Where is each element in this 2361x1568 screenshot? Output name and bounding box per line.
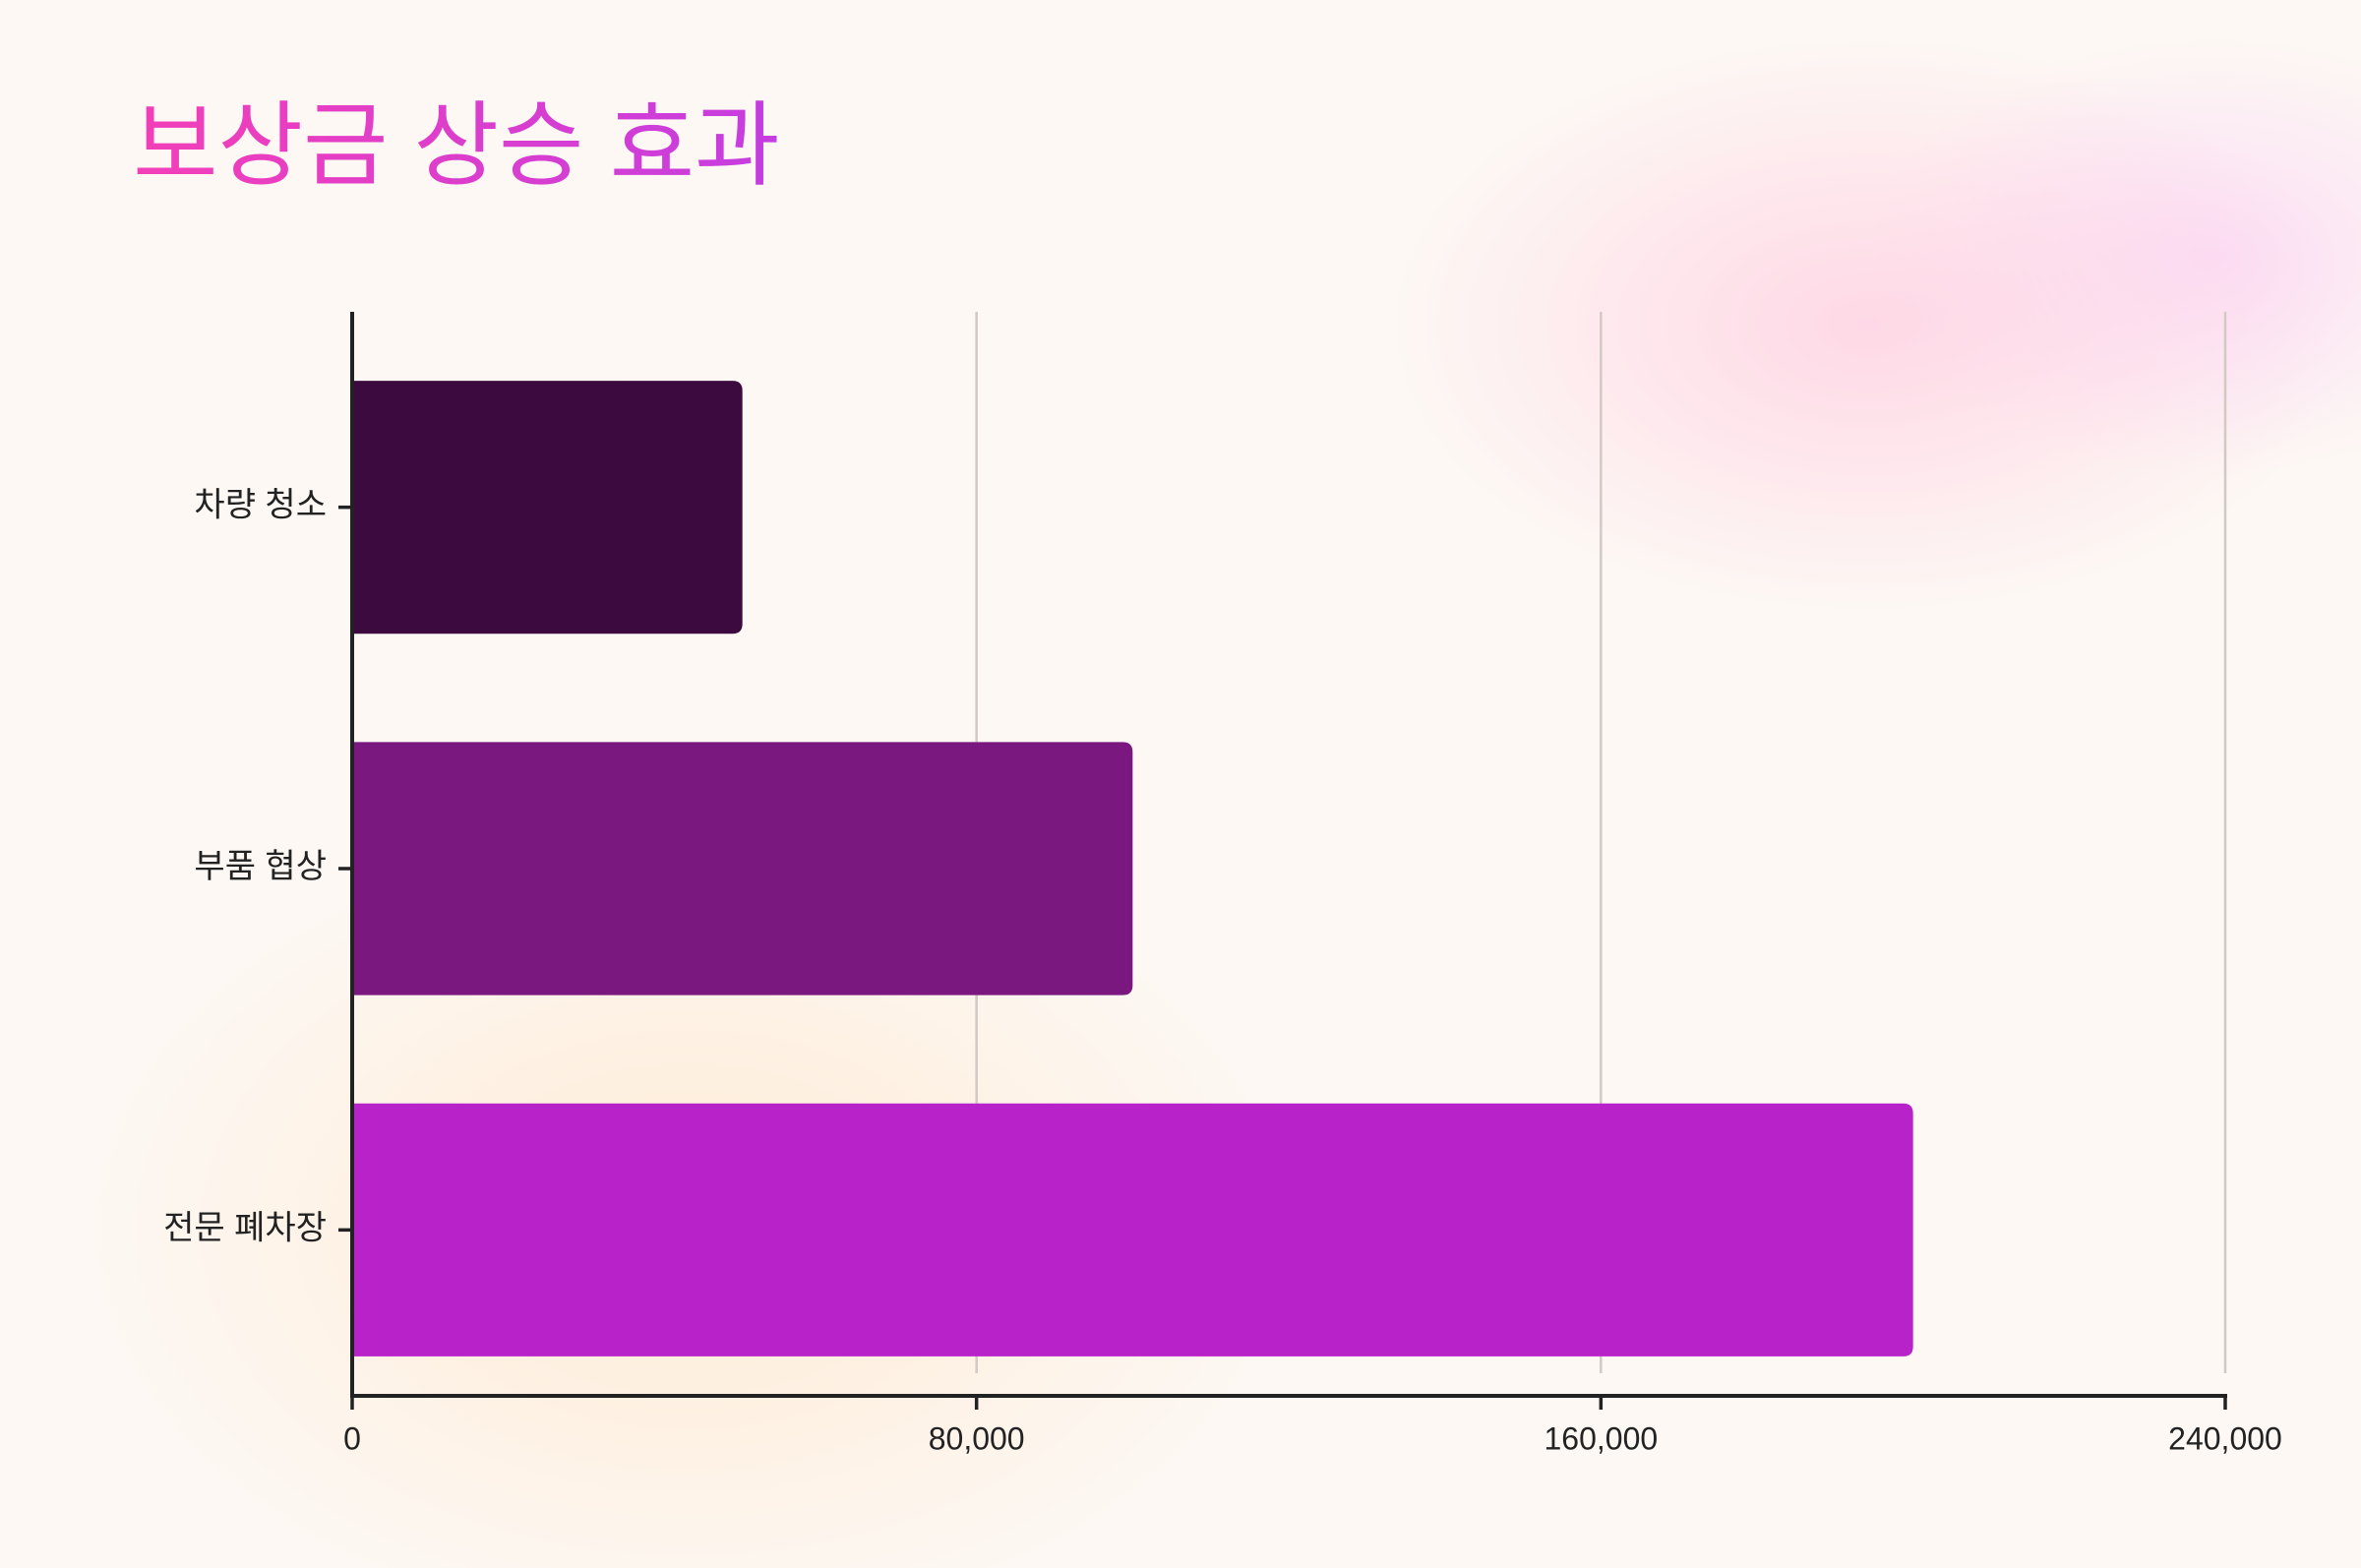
x-tick-label: 240,000 bbox=[2168, 1420, 2282, 1456]
bar bbox=[352, 381, 743, 634]
x-tick-label: 80,000 bbox=[929, 1420, 1025, 1456]
y-tick-label: 부품 협상 bbox=[194, 848, 327, 885]
x-tick-label: 160,000 bbox=[1544, 1420, 1658, 1456]
chart-title: 보상금 상승 효과 bbox=[133, 93, 780, 197]
bar bbox=[352, 742, 1133, 995]
y-tick-label: 차량 청소 bbox=[194, 487, 327, 524]
y-tick-label: 전문 폐차장 bbox=[163, 1209, 327, 1246]
bar bbox=[352, 1103, 1913, 1357]
x-tick-label: 0 bbox=[343, 1420, 361, 1456]
